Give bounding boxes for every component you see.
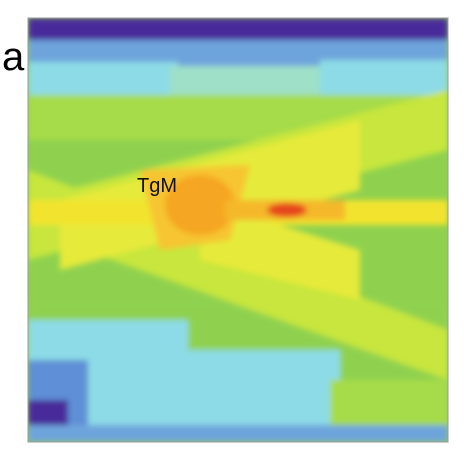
heatmap-region <box>170 66 320 96</box>
annotation: TgM <box>137 175 177 197</box>
figure: a TgM <box>0 0 472 461</box>
heatmap <box>28 18 448 442</box>
heatmap-region <box>28 425 448 442</box>
page: a TgM (() => { const data = JSON.parse(d… <box>0 0 472 461</box>
heatmap-region <box>267 203 307 217</box>
panel-label: a <box>2 35 25 79</box>
